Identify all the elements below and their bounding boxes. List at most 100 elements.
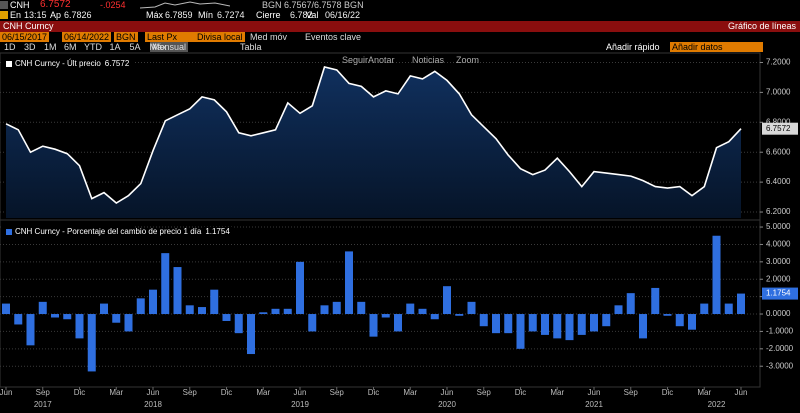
- toolbar-row: Mensual Tabla Añadir rápido Añadir datos…: [0, 42, 800, 52]
- bar: [283, 308, 292, 315]
- stat-label: En: [10, 10, 22, 20]
- y-tick-label: 6.8000: [766, 117, 791, 126]
- x-tick-label: Dic: [221, 388, 233, 397]
- y-tick-label: 4.0000: [766, 240, 791, 249]
- view-name: Gráfico de líneas: [728, 21, 797, 31]
- x-year-label: 2022: [708, 400, 726, 409]
- x-tick-label: Sep: [330, 388, 345, 397]
- x-tick-label: Dic: [74, 388, 86, 397]
- bar: [149, 289, 157, 315]
- bar: [724, 303, 733, 315]
- legend-background: [3, 226, 135, 238]
- range-button[interactable]: 3D: [24, 42, 36, 52]
- line: [5, 66, 742, 204]
- range-button[interactable]: YTD: [84, 42, 102, 52]
- bar: [75, 314, 84, 339]
- legend-value-box: [102, 59, 133, 69]
- bar: [418, 308, 427, 315]
- bar: [198, 307, 206, 315]
- bar: [737, 293, 745, 315]
- field[interactable]: Last Px: [145, 32, 198, 42]
- bar: [345, 251, 353, 315]
- bar: [234, 314, 243, 334]
- chart-tool[interactable]: Seguir: [342, 55, 369, 65]
- x-tick-label: Jun: [147, 388, 160, 397]
- x-year-label: 2020: [438, 400, 456, 409]
- stat-value: 06/16/22: [325, 10, 361, 20]
- bar: [663, 314, 672, 316]
- x-tick-label: Mar: [550, 388, 564, 397]
- bar: [602, 314, 611, 327]
- bar: [210, 289, 219, 315]
- end-date[interactable]: 06/14/2022: [62, 32, 112, 42]
- area: [6, 67, 741, 218]
- range-button[interactable]: 1D: [4, 42, 16, 52]
- bar: [247, 314, 255, 355]
- bar: [296, 261, 304, 315]
- x-tick-label: Mar: [697, 388, 711, 397]
- bar: [614, 305, 623, 315]
- bar: [688, 314, 696, 330]
- table-button[interactable]: Tabla: [240, 42, 262, 52]
- bar: [626, 293, 635, 315]
- chart-tool[interactable]: Noticias: [412, 55, 445, 65]
- stat-value: 6.7826: [64, 10, 92, 20]
- change: -.0254: [100, 0, 126, 10]
- icon: [0, 1, 8, 9]
- bar: [516, 314, 525, 349]
- bar: [51, 314, 59, 318]
- y-tick-label: 3.0000: [766, 257, 791, 266]
- x-tick-label: Jun: [0, 388, 12, 397]
- legend-value: 1.1754: [205, 227, 230, 236]
- stats-row: En 13:15 Ap 6.7826 Máx 6.7859 Mín 6.7274 Cierre 6…: [0, 10, 800, 21]
- bar: [675, 314, 684, 327]
- x-tick-label: Jun: [588, 388, 601, 397]
- bar: [443, 286, 451, 315]
- y-tick-label: 7.0000: [766, 87, 791, 96]
- bar: [173, 267, 182, 315]
- chart-tool[interactable]: Zoom: [456, 55, 480, 65]
- bar: [406, 303, 415, 315]
- quick-add[interactable]: Añadir rápido: [606, 42, 660, 52]
- pane-border: [0, 219, 761, 388]
- last-value-tag: [762, 122, 798, 135]
- key-events[interactable]: Eventos clave: [305, 32, 362, 42]
- add-data[interactable]: Añadir datos: [670, 42, 763, 52]
- moving-average[interactable]: Med móv: [250, 32, 288, 42]
- legend-swatch: [6, 61, 12, 67]
- bar: [222, 314, 231, 321]
- chart-tool[interactable]: Anotar: [368, 55, 395, 65]
- y-tick-label: 5.0000: [766, 222, 791, 231]
- sparkline: [140, 1, 230, 9]
- last-value-label: 1.1754: [766, 289, 791, 298]
- bar: [332, 301, 341, 315]
- currency[interactable]: Divisa local: [195, 32, 245, 42]
- bar: [541, 314, 549, 335]
- x-year-label: 2018: [144, 400, 162, 409]
- range-button[interactable]: 1A: [109, 42, 121, 52]
- stat-value: 13:15: [24, 10, 47, 20]
- y-tick-label: 6.4000: [766, 177, 791, 186]
- range-button[interactable]: 5A: [129, 42, 141, 52]
- bar: [639, 314, 647, 339]
- source[interactable]: BGN: [114, 32, 138, 42]
- stat-label: Mín: [198, 10, 214, 20]
- range-button[interactable]: Máx: [149, 42, 167, 52]
- range-button[interactable]: 6M: [64, 42, 77, 52]
- legend-label: CNH Curncy - Porcentaje del cambio de pr…: [15, 227, 202, 236]
- y-tick-label: 6.2000: [766, 207, 791, 216]
- bar: [651, 287, 660, 315]
- bar: [700, 303, 709, 315]
- bar: [100, 303, 108, 315]
- title-bar: CNH Curncy Gráfico de líneas: [0, 21, 800, 32]
- frequency[interactable]: Mensual: [150, 42, 189, 52]
- bar: [185, 305, 194, 315]
- x-tick-label: Sep: [36, 388, 51, 397]
- bar: [271, 308, 280, 315]
- bar: [712, 235, 721, 315]
- bar: [455, 314, 464, 316]
- start-date[interactable]: 06/15/2017: [0, 32, 50, 42]
- y-tick-label: 7.2000: [766, 58, 791, 67]
- range-button[interactable]: 1M: [44, 42, 57, 52]
